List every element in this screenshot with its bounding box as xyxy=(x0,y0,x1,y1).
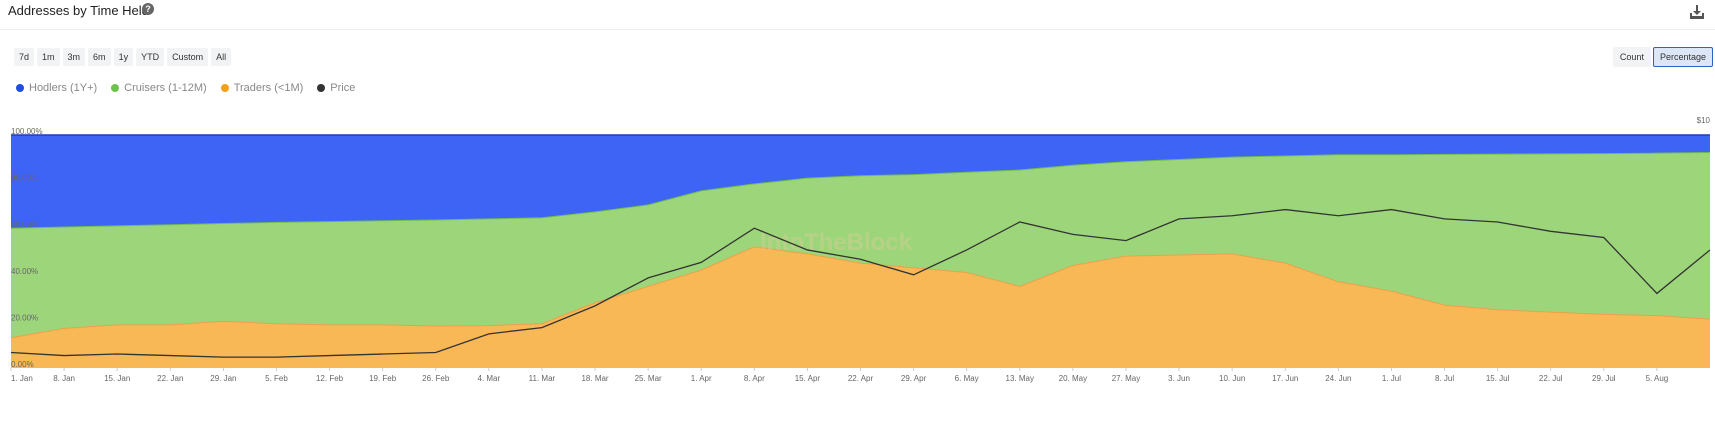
x-tick-label: 4. Mar xyxy=(478,374,501,383)
legend-label-traders: Traders (<1M) xyxy=(233,82,304,94)
question-circle-icon[interactable]: ? xyxy=(142,3,154,15)
traders-boundary xyxy=(10,246,1711,339)
x-tick-label: 24. Jun xyxy=(1325,374,1351,383)
x-axis-ticks: 1. Jan 8. Jan 15. Jan 22. Jan 29. Jan 5. Feb 1… xyxy=(10,368,1669,383)
x-tick-label: 5. Aug xyxy=(1646,374,1669,383)
x-tick-label: 15. Jul xyxy=(1486,374,1510,383)
range-6m-button[interactable]: 6m xyxy=(88,48,111,66)
x-tick-label: 1. Jul xyxy=(1382,374,1401,383)
range-7d-button[interactable]: 7d xyxy=(14,48,35,66)
x-tick-label: 17. Jun xyxy=(1272,374,1298,383)
y-tick-label: 20.00% xyxy=(11,313,38,322)
traders-area xyxy=(11,246,1710,368)
count-mode-button[interactable]: Count xyxy=(1612,47,1651,67)
legend-item-traders[interactable]: Traders (<1M) xyxy=(220,82,304,94)
x-tick-label: 25. Mar xyxy=(635,374,662,383)
legend-label-price: Price xyxy=(330,82,356,94)
chart-title: Addresses by Time Held xyxy=(8,3,149,18)
x-tick-label: 29. Apr xyxy=(901,374,927,383)
legend-dot-price xyxy=(317,84,326,92)
watermark: IntoTheBlock xyxy=(760,229,913,256)
x-tick-label: 27. May xyxy=(1112,374,1140,383)
x-tick-label: 29. Jan xyxy=(210,374,236,383)
x-tick-label: 10. Jun xyxy=(1219,374,1245,383)
price-tick-label: $10 xyxy=(1697,116,1711,125)
range-ytd-button[interactable]: YTD xyxy=(136,48,165,66)
x-tick-label: 29. Jul xyxy=(1592,374,1616,383)
x-tick-label: 22. Jul xyxy=(1539,374,1563,383)
x-tick-label: 1. Apr xyxy=(691,374,712,383)
x-tick-label: 3. Jun xyxy=(1168,374,1190,383)
x-tick-label: 12. Feb xyxy=(316,374,344,383)
y-tick-label: 100.00% xyxy=(11,127,43,136)
y-tick-label: 0.00% xyxy=(11,360,34,369)
area-layers xyxy=(10,134,1711,368)
percentage-mode-button[interactable]: Percentage xyxy=(1652,47,1713,67)
range-1y-button[interactable]: 1y xyxy=(113,48,134,66)
chart-plot: IntoTheBlock 0.00% 20.00% 40.00% 60.00% 80.0… xyxy=(10,116,1711,383)
time-range-selector: 7d 1m 3m 6m 1y YTD Custom All xyxy=(14,48,232,66)
legend-dot-hodlers xyxy=(16,84,24,92)
legend-item-cruisers[interactable]: Cruisers (1-12M) xyxy=(111,82,207,94)
y-tick-label: 60.00% xyxy=(11,220,38,229)
x-tick-label: 15. Jan xyxy=(104,374,130,383)
range-3m-button[interactable]: 3m xyxy=(62,48,86,66)
cruisers-boundary xyxy=(10,151,1711,229)
x-tick-label: 8. Apr xyxy=(744,374,765,383)
chart-header: Addresses by Time Held ? xyxy=(0,0,1715,30)
x-tick-label: 18. Mar xyxy=(581,374,608,383)
legend-item-price[interactable]: Price xyxy=(317,82,355,94)
y-axis-ticks: 0.00% 20.00% 40.00% 60.00% 80.00% 100.00% xyxy=(11,127,43,369)
x-tick-label: 8. Jan xyxy=(53,374,75,383)
price-series xyxy=(10,208,1711,358)
y-tick-label: 80.00% xyxy=(11,174,38,183)
x-tick-label: 15. Apr xyxy=(795,374,821,383)
chart-legend: Hodlers (1Y+) Cruisers (1-12M) Traders (… xyxy=(16,82,355,94)
x-tick-label: 13. May xyxy=(1006,374,1034,383)
x-tick-label: 22. Jan xyxy=(157,374,183,383)
x-tick-label: 22. Apr xyxy=(848,374,874,383)
x-tick-label: 1. Jan xyxy=(11,374,33,383)
x-tick-label: 8. Jul xyxy=(1435,374,1454,383)
mode-selector: Count Percentage xyxy=(1612,47,1713,67)
x-tick-label: 6. May xyxy=(955,374,979,383)
x-tick-label: 20. May xyxy=(1059,374,1087,383)
price-axis: $10 xyxy=(1697,116,1711,125)
legend-label-hodlers: Hodlers (1Y+) xyxy=(29,82,98,94)
legend-label-cruisers: Cruisers (1-12M) xyxy=(124,82,207,94)
x-tick-label: 5. Feb xyxy=(265,374,288,383)
range-1m-button[interactable]: 1m xyxy=(37,48,60,66)
x-tick-label: 11. Mar xyxy=(529,374,556,383)
price-line xyxy=(10,208,1711,358)
legend-dot-cruisers xyxy=(111,84,120,92)
legend-dot-traders xyxy=(220,84,229,92)
range-custom-button[interactable]: Custom xyxy=(167,48,209,66)
y-tick-label: 40.00% xyxy=(11,267,38,276)
range-all-button[interactable]: All xyxy=(211,48,232,66)
x-tick-label: 26. Feb xyxy=(422,374,450,383)
legend-item-hodlers[interactable]: Hodlers (1Y+) xyxy=(16,82,97,94)
download-icon[interactable] xyxy=(1687,2,1707,22)
x-tick-label: 19. Feb xyxy=(369,374,397,383)
